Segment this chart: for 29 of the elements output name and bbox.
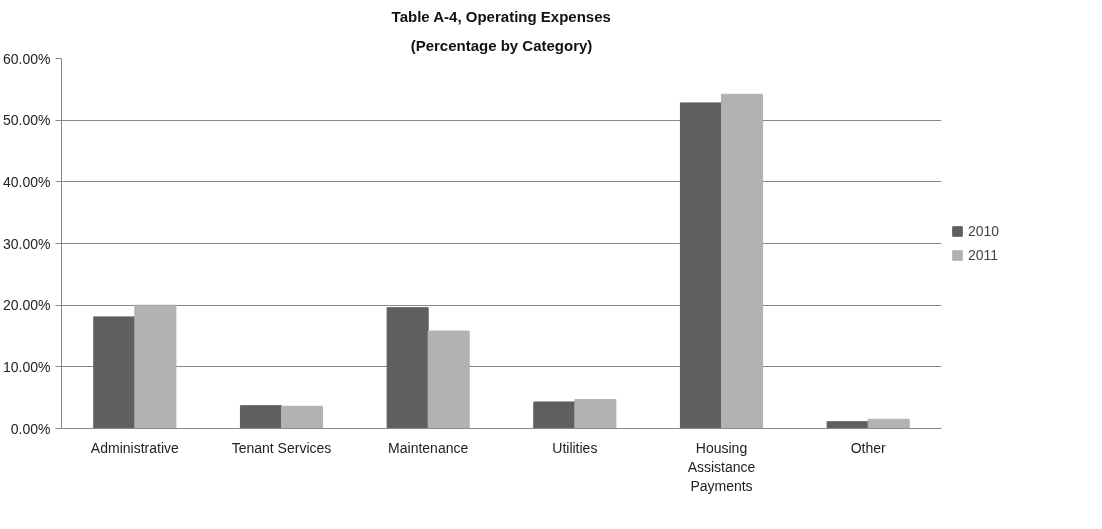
- x-tick-label: Tenant Services: [231, 439, 332, 456]
- bar: [533, 401, 576, 429]
- bar: [721, 93, 764, 429]
- y-tick-label: 40.00%: [3, 173, 51, 190]
- x-tick-label: Maintenance: [388, 439, 469, 456]
- x-tick-label: Administrative: [90, 439, 180, 456]
- bar: [386, 307, 429, 429]
- legend-label: 2010: [968, 223, 1000, 239]
- x-tick-label: Other: [850, 439, 887, 456]
- y-tick-label: 0.00%: [10, 420, 51, 437]
- bar: [679, 102, 722, 429]
- y-tick-label: 60.00%: [3, 50, 51, 67]
- y-tick-label: 10.00%: [3, 358, 51, 375]
- bar: [281, 405, 324, 429]
- bar: [134, 304, 177, 429]
- chart-title: Table A-4, Operating Expenses: [391, 7, 611, 25]
- bar: [574, 399, 617, 429]
- y-tick-label: 50.00%: [3, 112, 51, 129]
- bar: [239, 405, 282, 429]
- x-tick-label: Housing Assistance Payments: [687, 439, 756, 494]
- bar: [867, 418, 910, 429]
- chart-subtitle: (Percentage by Category): [410, 36, 593, 54]
- y-tick-label: 30.00%: [3, 235, 51, 252]
- legend-label: 2011: [968, 247, 999, 263]
- bar: [93, 316, 136, 429]
- bar: [427, 330, 470, 429]
- bar: [826, 421, 869, 429]
- y-tick-label: 20.00%: [3, 297, 51, 314]
- x-tick-label: Utilities: [552, 439, 598, 456]
